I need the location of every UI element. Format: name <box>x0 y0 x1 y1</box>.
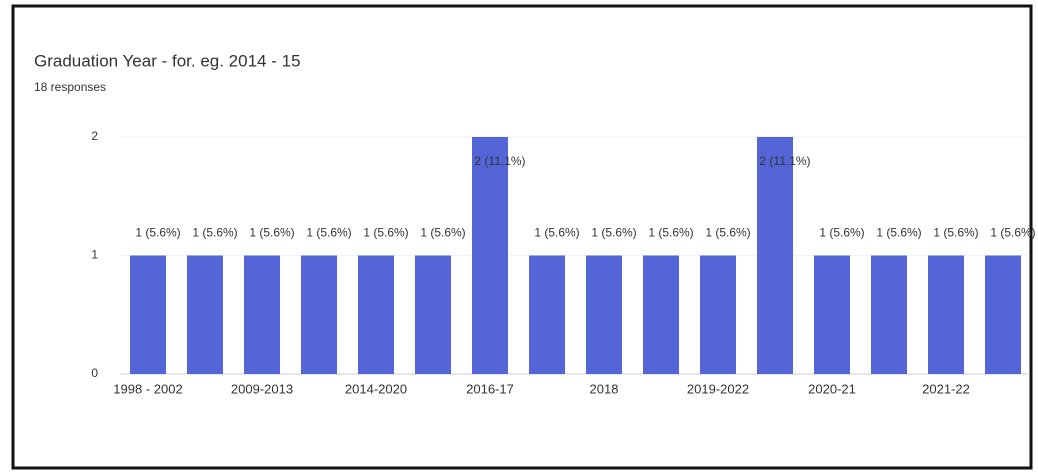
x-tick-label: 2014-2020 <box>345 381 407 396</box>
value-label: 1 (5.6%) <box>819 226 864 240</box>
x-tick-label: 2020-21 <box>808 381 856 396</box>
bar <box>871 255 907 374</box>
x-tick-label: 2016-17 <box>466 381 514 396</box>
bar <box>985 255 1021 374</box>
value-label: 1 (5.6%) <box>135 226 180 240</box>
value-label: 1 (5.6%) <box>933 226 978 240</box>
bar <box>415 255 451 374</box>
bar <box>700 255 736 374</box>
value-label: 1 (5.6%) <box>249 226 294 240</box>
value-label: 2 (11.1%) <box>759 154 810 168</box>
bar <box>586 255 622 374</box>
value-label: 1 (5.6%) <box>420 226 465 240</box>
bar <box>244 255 280 374</box>
bar <box>814 255 850 374</box>
bar <box>301 255 337 374</box>
x-tick-label: 1998 - 2002 <box>113 381 182 396</box>
y-tick-label: 0 <box>91 366 98 380</box>
bar <box>529 255 565 374</box>
y-tick-label: 2 <box>91 129 98 143</box>
bar <box>643 255 679 374</box>
value-label: 1 (5.6%) <box>534 226 579 240</box>
value-label: 1 (5.6%) <box>648 226 693 240</box>
bar <box>472 137 508 374</box>
x-tick-label: 2021-22 <box>922 381 970 396</box>
value-label: 1 (5.6%) <box>705 226 750 240</box>
bar <box>187 255 223 374</box>
chart-subtitle: 18 responses <box>34 80 106 94</box>
value-label: 1 (5.6%) <box>192 226 237 240</box>
x-tick-label: 2009-2013 <box>231 381 293 396</box>
frame <box>11 4 1033 470</box>
x-tick-label: 2019-2022 <box>687 381 749 396</box>
chart-title: Graduation Year - for. eg. 2014 - 15 <box>34 51 301 70</box>
value-label: 1 (5.6%) <box>363 226 408 240</box>
x-tick-label: 2018 <box>590 381 619 396</box>
value-label: 1 (5.6%) <box>591 226 636 240</box>
y-tick-label: 1 <box>91 248 98 262</box>
value-label: 2 (11.1%) <box>474 154 525 168</box>
bar <box>757 137 793 374</box>
value-label: 1 (5.6%) <box>306 226 351 240</box>
bar <box>130 255 166 374</box>
value-label: 1 (5.6%) <box>876 226 921 240</box>
bar <box>928 255 964 374</box>
bar <box>358 255 394 374</box>
value-label: 1 (5.6%) <box>990 226 1035 240</box>
